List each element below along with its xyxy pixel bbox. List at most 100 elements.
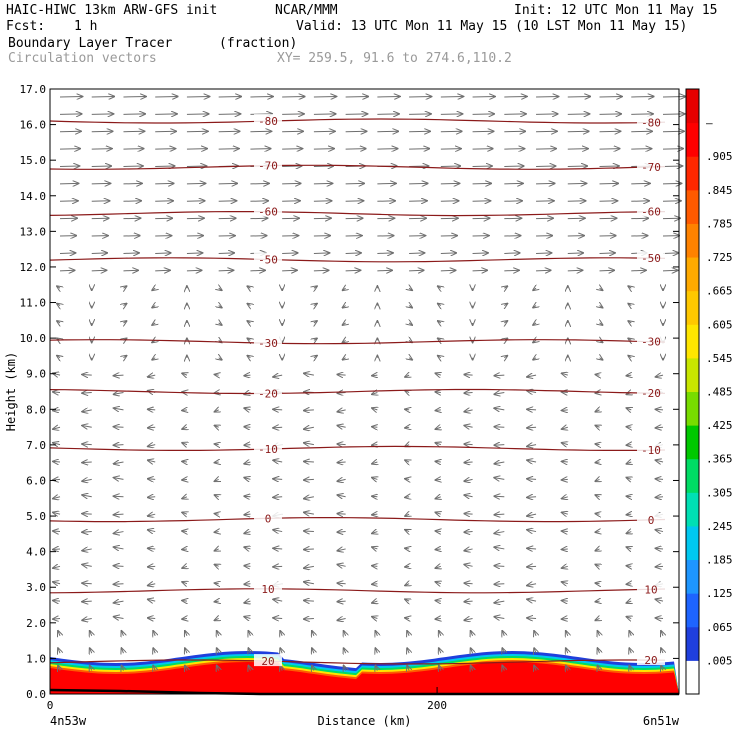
circulation-vector xyxy=(304,601,314,602)
circulation-vector xyxy=(494,393,505,395)
circulation-vector xyxy=(215,549,219,551)
circulation-vector xyxy=(464,375,473,376)
circulation-vector xyxy=(533,358,536,360)
circulation-vector xyxy=(407,666,409,671)
circulation-vector xyxy=(304,549,314,550)
circulation-vector xyxy=(114,617,124,619)
circulation-vector xyxy=(182,479,187,480)
circulation-vector xyxy=(599,270,615,271)
contour-label-bg xyxy=(254,654,282,667)
circulation-vector xyxy=(656,460,664,462)
circulation-vector xyxy=(494,532,505,534)
circulation-vector xyxy=(114,462,124,464)
circulation-vector xyxy=(304,497,314,499)
circulation-vector xyxy=(409,97,431,98)
plot-frame xyxy=(49,88,680,695)
circulation-vector xyxy=(313,149,334,150)
org-label: NCAR/MMM xyxy=(275,3,338,18)
circulation-vector xyxy=(562,427,568,429)
contour-label-bg xyxy=(637,443,665,456)
colorbar-swatch xyxy=(686,189,699,224)
circulation-vector xyxy=(405,391,409,393)
circulation-vector xyxy=(567,183,587,184)
circulation-vector xyxy=(409,166,428,167)
circulation-vector xyxy=(656,618,664,619)
circulation-vector xyxy=(562,618,568,619)
circulation-vector xyxy=(82,618,92,620)
colorbar-label: .905 xyxy=(706,150,733,163)
y-tick-label: 3.0 xyxy=(26,581,46,594)
circulation-vector xyxy=(337,410,346,412)
contour-label: -30 xyxy=(641,336,661,349)
circulation-vector xyxy=(250,183,269,184)
circulation-vector xyxy=(148,599,156,601)
circulation-vector xyxy=(627,584,632,585)
circulation-vector xyxy=(82,462,92,463)
circulation-vector xyxy=(436,479,441,480)
contour-label: -70 xyxy=(641,161,661,174)
circulation-vector xyxy=(595,426,599,428)
circulation-vector xyxy=(436,582,441,584)
circulation-vector xyxy=(186,149,207,150)
colorbar-label: .845 xyxy=(706,184,733,197)
circulation-vector xyxy=(91,253,107,254)
circulation-vector xyxy=(215,601,219,602)
circulation-vector xyxy=(440,149,461,150)
circulation-vector xyxy=(534,666,536,671)
circulation-vector xyxy=(436,549,441,550)
colorbar-swatch xyxy=(686,626,699,661)
circulation-vector xyxy=(494,478,505,480)
colorbar-swatch xyxy=(686,290,699,325)
colorbar-swatch xyxy=(686,357,699,392)
circulation-vector xyxy=(217,666,219,671)
circulation-vector xyxy=(244,584,250,585)
circulation-vector xyxy=(562,461,568,462)
circulation-vector xyxy=(567,97,590,98)
circulation-vector xyxy=(372,514,377,515)
circulation-vector xyxy=(273,409,283,410)
circulation-vector xyxy=(405,409,409,410)
temperature-contour xyxy=(49,164,666,170)
circulation-vector xyxy=(337,479,346,481)
colorbar-swatch xyxy=(686,593,699,628)
circulation-vector xyxy=(464,532,473,533)
circulation-vector xyxy=(148,445,156,447)
x-end-label: 6n51w xyxy=(643,714,680,728)
circulation-vector xyxy=(595,479,599,481)
circulation-vector xyxy=(345,270,361,271)
circulation-vector xyxy=(656,375,664,377)
circulation-vector xyxy=(314,321,317,323)
circulation-vector xyxy=(314,338,317,340)
circulation-vector xyxy=(566,648,568,653)
circulation-vector xyxy=(313,183,333,184)
circulation-vector xyxy=(656,599,664,601)
circulation-vector xyxy=(122,666,124,671)
circulation-vector xyxy=(377,253,392,254)
circulation-vector xyxy=(595,601,599,602)
circulation-vector xyxy=(82,426,92,428)
contour-label-bg xyxy=(637,386,665,399)
circulation-vector xyxy=(375,648,377,653)
circulation-vector xyxy=(375,631,377,636)
circulation-vector xyxy=(405,566,409,567)
circulation-vector xyxy=(152,288,155,290)
circulation-vector xyxy=(436,497,441,499)
circulation-vector xyxy=(148,409,156,410)
circulation-vector xyxy=(409,183,427,184)
fcst-label: Fcst: xyxy=(6,19,46,34)
circulation-vector xyxy=(313,97,336,98)
colorbar-swatch xyxy=(686,391,699,426)
colorbar-swatch xyxy=(686,122,699,157)
circulation-vector xyxy=(304,427,314,429)
circulation-vector xyxy=(599,149,620,150)
circulation-vector xyxy=(91,166,111,167)
circulation-vector xyxy=(58,666,60,671)
circulation-vector xyxy=(153,648,155,653)
circulation-vector xyxy=(282,253,297,254)
circulation-vector xyxy=(91,97,114,98)
y-tick-label: 7.0 xyxy=(26,439,46,452)
circulation-vector xyxy=(629,648,631,653)
circulation-vector xyxy=(82,479,92,481)
temperature-contour xyxy=(49,517,666,523)
circulation-vector xyxy=(595,565,599,567)
